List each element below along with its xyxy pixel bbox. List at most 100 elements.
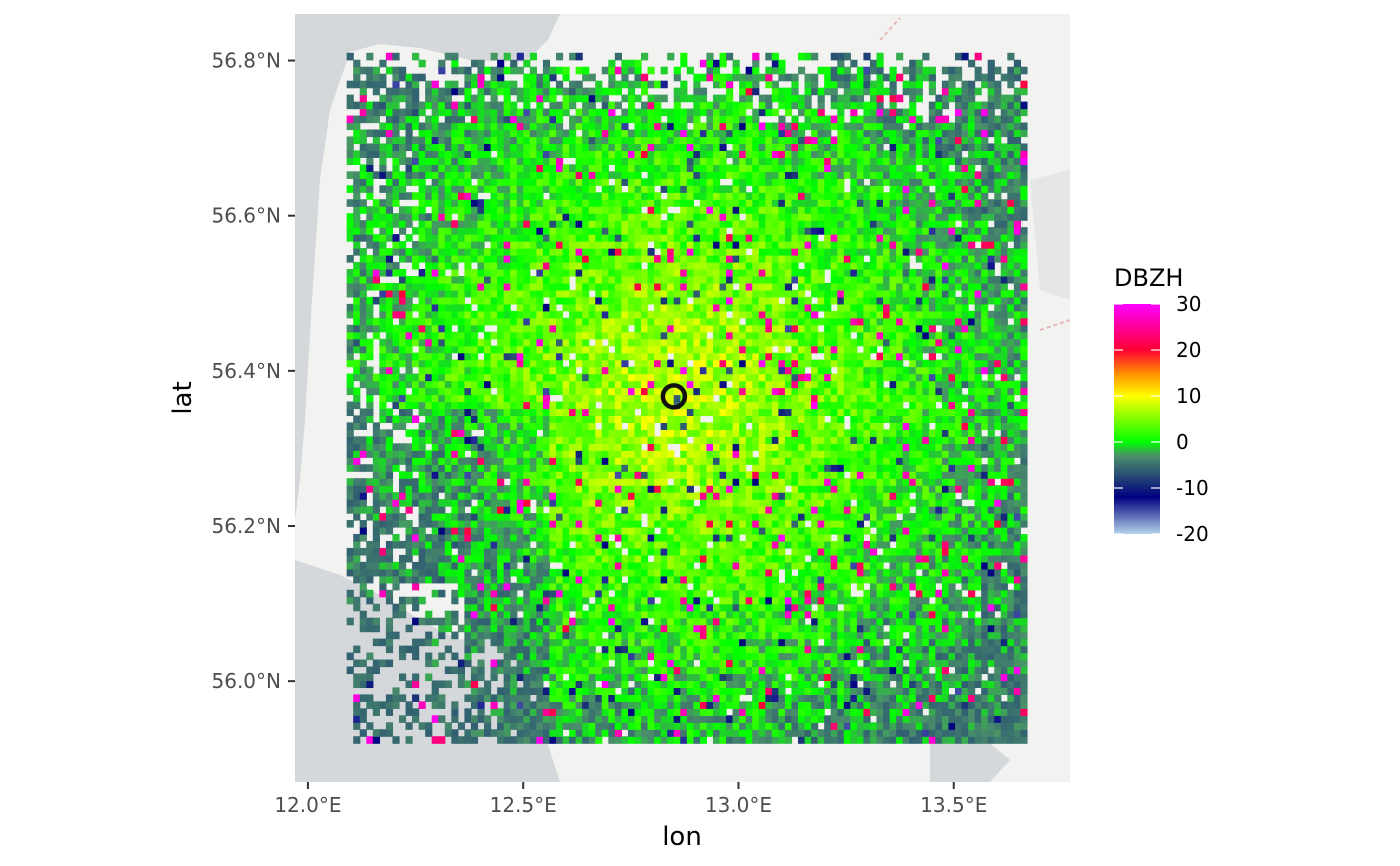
reflectivity-cell (778, 582, 786, 591)
reflectivity-cell (673, 387, 681, 396)
reflectivity-cell (523, 520, 531, 528)
reflectivity-cell (876, 380, 884, 389)
reflectivity-cell (804, 673, 812, 682)
reflectivity-cell (667, 638, 675, 647)
reflectivity-cell (824, 638, 832, 647)
reflectivity-cell (811, 589, 819, 598)
reflectivity-cell (817, 520, 825, 528)
reflectivity-cell (588, 722, 596, 730)
reflectivity-cell (438, 617, 446, 626)
reflectivity-cell (621, 603, 629, 612)
reflectivity-cell (784, 680, 793, 689)
reflectivity-cell (451, 589, 459, 598)
reflectivity-cell (712, 736, 721, 744)
reflectivity-cell (791, 471, 799, 479)
reflectivity-cell (667, 708, 675, 716)
reflectivity-cell (412, 373, 420, 382)
reflectivity-cell (595, 610, 603, 619)
reflectivity-cell (902, 687, 910, 695)
reflectivity-cell (477, 443, 485, 451)
reflectivity-cell (824, 401, 832, 410)
reflectivity-cell (431, 422, 439, 430)
reflectivity-cell (588, 533, 596, 542)
reflectivity-cell (647, 457, 655, 465)
reflectivity-cell (719, 652, 727, 661)
reflectivity-cell (706, 624, 714, 633)
reflectivity-cell (902, 694, 910, 702)
reflectivity-cell (523, 429, 531, 437)
reflectivity-cell (523, 485, 531, 493)
reflectivity-cell (660, 694, 668, 702)
reflectivity-cell (954, 624, 963, 633)
reflectivity-cell (909, 603, 917, 612)
reflectivity-cell (732, 450, 740, 458)
reflectivity-cell (954, 513, 963, 521)
reflectivity-cell (641, 506, 649, 514)
reflectivity-cell (542, 401, 551, 410)
reflectivity-cell (608, 380, 616, 389)
reflectivity-cell (608, 373, 616, 382)
reflectivity-cell (739, 596, 747, 605)
reflectivity-cell (726, 415, 734, 423)
reflectivity-cell (935, 387, 943, 396)
reflectivity-cell (752, 492, 760, 500)
reflectivity-cell (968, 694, 976, 702)
reflectivity-cell (719, 436, 727, 444)
reflectivity-cell (804, 589, 812, 598)
reflectivity-cell (798, 527, 806, 535)
reflectivity-cell (883, 408, 891, 417)
reflectivity-cell (876, 652, 884, 661)
reflectivity-cell (595, 603, 603, 612)
reflectivity-cell (490, 401, 498, 410)
reflectivity-cell (856, 701, 865, 709)
reflectivity-cell (680, 436, 688, 444)
reflectivity-cell (883, 499, 891, 507)
reflectivity-cell (588, 429, 596, 437)
reflectivity-cell (765, 722, 773, 730)
reflectivity-cell (726, 603, 734, 612)
reflectivity-cell (516, 694, 524, 702)
reflectivity-cell (889, 520, 897, 528)
reflectivity-cell (712, 631, 721, 640)
reflectivity-cell (529, 436, 537, 444)
reflectivity-cell (896, 422, 904, 430)
reflectivity-cell (915, 708, 923, 716)
reflectivity-cell (869, 687, 878, 695)
reflectivity-cell (804, 645, 812, 654)
reflectivity-cell (699, 659, 708, 668)
reflectivity-cell (470, 485, 479, 493)
reflectivity-cell (614, 492, 622, 500)
reflectivity-cell (470, 610, 479, 619)
reflectivity-cell (869, 429, 878, 437)
reflectivity-cell (981, 471, 989, 479)
reflectivity-cell (824, 422, 832, 430)
reflectivity-cell (614, 582, 622, 591)
reflectivity-cell (555, 380, 564, 389)
reflectivity-cell (523, 450, 531, 458)
reflectivity-cell (470, 631, 479, 640)
reflectivity-cell (922, 547, 930, 556)
reflectivity-cell (627, 380, 636, 389)
reflectivity-cell (627, 478, 636, 486)
reflectivity-cell (968, 547, 976, 556)
reflectivity-cell (954, 568, 963, 577)
reflectivity-cell (843, 575, 851, 584)
reflectivity-cell (562, 387, 570, 396)
reflectivity-cell (451, 450, 459, 458)
reflectivity-cell (778, 561, 786, 570)
reflectivity-cell (765, 715, 773, 723)
reflectivity-cell (830, 673, 838, 682)
reflectivity-cell (693, 540, 701, 549)
reflectivity-cell (961, 617, 969, 626)
reflectivity-cell (987, 499, 995, 507)
reflectivity-cell (510, 499, 518, 507)
reflectivity-cell (752, 380, 760, 389)
reflectivity-cell (490, 485, 498, 493)
reflectivity-cell (379, 373, 387, 382)
reflectivity-cell (647, 492, 655, 500)
reflectivity-cell (876, 387, 884, 396)
reflectivity-cell (451, 596, 459, 605)
reflectivity-cell (497, 687, 505, 695)
reflectivity-cell (536, 443, 544, 451)
reflectivity-cell (804, 582, 812, 591)
